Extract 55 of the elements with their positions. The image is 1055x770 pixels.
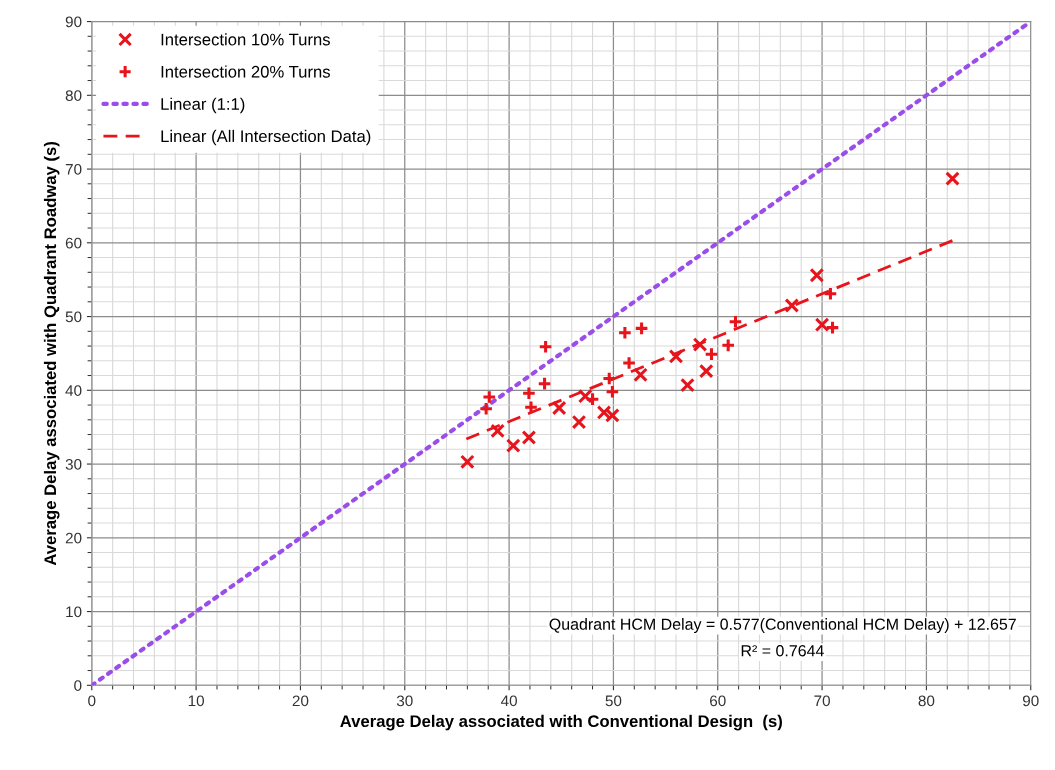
y-tick-label: 70 xyxy=(65,163,82,175)
annotation: Quadrant HCM Delay = 0.577(Conventional HCM Delay) + 12.657 xyxy=(549,618,1016,634)
x-tick-label: 0 xyxy=(88,695,96,707)
y-tick-label: 80 xyxy=(65,90,82,101)
x-tick-label: 10 xyxy=(188,695,205,707)
point xyxy=(668,349,684,364)
x-tick-label: 20 xyxy=(292,695,309,707)
x-tick-label: 50 xyxy=(605,695,622,707)
point xyxy=(490,423,505,439)
point xyxy=(505,438,521,453)
point xyxy=(605,384,620,400)
x-tick-label: 30 xyxy=(396,695,413,707)
point xyxy=(680,377,695,393)
point xyxy=(585,391,600,407)
y-axis-title: Average Delay associated with Quadrant Roadway (s) xyxy=(43,141,60,566)
legend-label: Linear (1:1) xyxy=(161,97,245,114)
point xyxy=(617,325,633,341)
y-tick-label: 20 xyxy=(65,532,82,544)
legend-label: Intersection 20% Turns xyxy=(161,65,330,78)
point xyxy=(537,376,552,392)
point xyxy=(577,388,593,404)
point xyxy=(478,401,494,417)
point xyxy=(698,363,714,379)
annotation: R² = 0.7644 xyxy=(741,645,824,657)
y-tick-label: 30 xyxy=(65,458,82,470)
point xyxy=(633,367,648,383)
point xyxy=(521,430,537,445)
point xyxy=(460,454,475,470)
x-tick-label: 40 xyxy=(500,695,517,707)
point xyxy=(720,337,736,353)
point xyxy=(784,298,800,313)
point xyxy=(809,267,825,283)
point xyxy=(481,389,497,405)
x-tick-label: 80 xyxy=(918,695,935,707)
y-tick-label: 60 xyxy=(65,237,82,249)
y-tick-label: 10 xyxy=(66,606,82,618)
legend-label: Linear (All Intersection Data) xyxy=(161,129,371,146)
point xyxy=(823,286,838,302)
point xyxy=(571,414,587,430)
x-tick-label: 90 xyxy=(1022,695,1039,707)
x-tick-label: 70 xyxy=(814,695,830,707)
legend-label: Intersection 10% Turns xyxy=(161,33,330,46)
point xyxy=(621,355,637,371)
y-tick-label: 40 xyxy=(65,385,82,396)
x-tick-label: 60 xyxy=(710,695,726,707)
point xyxy=(728,314,743,330)
point xyxy=(634,321,649,336)
y-tick-label: 0 xyxy=(74,680,82,691)
point xyxy=(945,171,960,186)
point xyxy=(521,385,537,401)
x-axis-title: Average Delay associated with Conventional Design (s) xyxy=(340,714,782,731)
y-tick-label: 90 xyxy=(65,16,82,28)
point xyxy=(538,339,553,355)
point xyxy=(551,400,567,416)
y-tick-label: 50 xyxy=(65,311,82,323)
